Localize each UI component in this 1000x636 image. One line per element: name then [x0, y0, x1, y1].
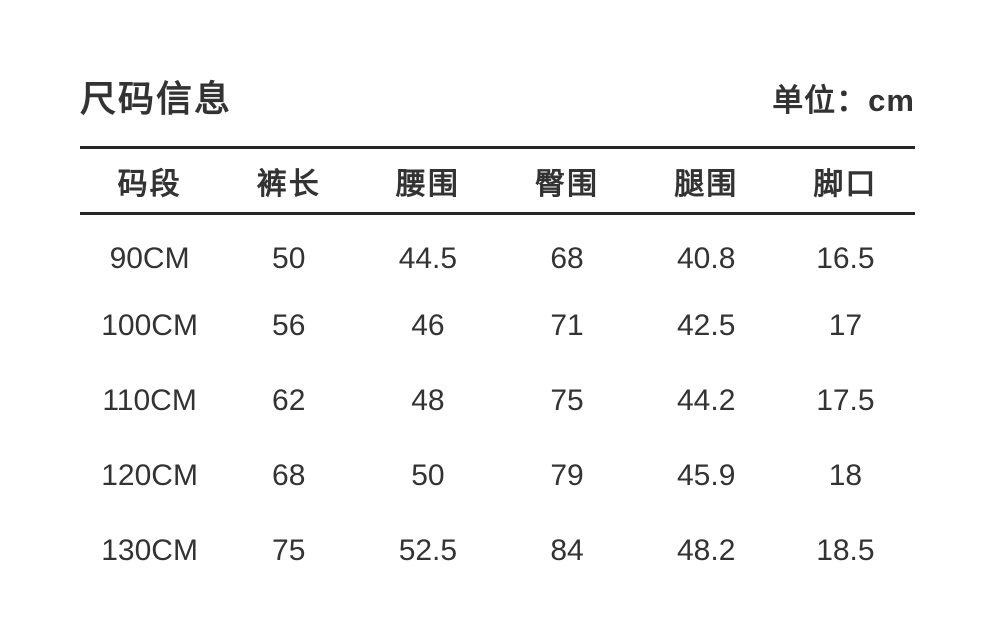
measure-cell: 44.2: [677, 384, 736, 417]
size-cell: 90CM: [109, 241, 190, 275]
measure-cell: 52.5: [398, 534, 458, 567]
table-row: 110CM 62 48 75 44.2 17.5: [80, 364, 915, 439]
measure-cell: 71: [550, 309, 584, 342]
measure-cell: 46: [411, 309, 445, 342]
measure-cell: 50: [272, 241, 306, 275]
measure-cell: 18: [828, 459, 863, 492]
column-header: 码段: [117, 167, 182, 201]
size-cell: 130CM: [101, 534, 198, 567]
measure-cell: 45.9: [677, 459, 736, 492]
measure-cell: 79: [550, 459, 584, 492]
measure-cell: 68: [550, 241, 584, 275]
measure-cell: 42.5: [677, 309, 736, 342]
table-head: 码段 裤长 腰围 臀围 腿围 脚口: [80, 147, 915, 214]
measure-cell: 84: [550, 534, 584, 567]
table-row: 130CM 75 52.5 84 48.2 18.5: [80, 514, 915, 589]
measure-cell: 50: [411, 459, 445, 492]
header-row: 码段 裤长 腰围 臀围 腿围 脚口: [80, 147, 915, 214]
table-body: 90CM 50 44.5 68 40.8 16.5 100CM 56 46 71 42.5 17 110…: [80, 214, 915, 589]
column-header: 腰围: [395, 167, 460, 201]
measure-cell: 75: [550, 384, 584, 417]
measure-cell: 18.5: [816, 534, 875, 567]
measure-cell: 75: [272, 534, 306, 567]
column-header: 裤长: [256, 167, 321, 201]
table-row: 90CM 50 44.5 68 40.8 16.5: [80, 214, 915, 289]
size-table: 码段 裤长 腰围 臀围 腿围 脚口 90CM 50 44.5 68 40.8 16.5 100CM 56…: [80, 146, 915, 589]
measure-cell: 16.5: [816, 241, 875, 275]
measure-cell: 17.5: [816, 384, 875, 417]
title-row: 尺码信息 单位：cm: [80, 70, 915, 120]
measure-cell: 56: [272, 309, 306, 342]
table-row: 100CM 56 46 71 42.5 17: [80, 289, 915, 364]
column-header: 臀围: [535, 167, 600, 201]
table-row: 120CM 68 50 79 45.9 18: [80, 439, 915, 514]
column-header: 腿围: [674, 167, 739, 201]
page-title: 尺码信息: [80, 78, 233, 119]
unit-label: 单位：cm: [772, 83, 915, 118]
size-cell: 110CM: [102, 384, 197, 417]
column-header: 脚口: [813, 167, 878, 201]
size-cell: 120CM: [101, 459, 198, 492]
measure-cell: 40.8: [677, 241, 736, 275]
measure-cell: 17: [828, 309, 863, 342]
size-cell: 100CM: [101, 309, 198, 342]
measure-cell: 44.5: [398, 241, 458, 275]
measure-cell: 68: [272, 459, 306, 492]
measure-cell: 48: [411, 384, 445, 417]
measure-cell: 48.2: [677, 534, 736, 567]
measure-cell: 62: [272, 384, 306, 417]
